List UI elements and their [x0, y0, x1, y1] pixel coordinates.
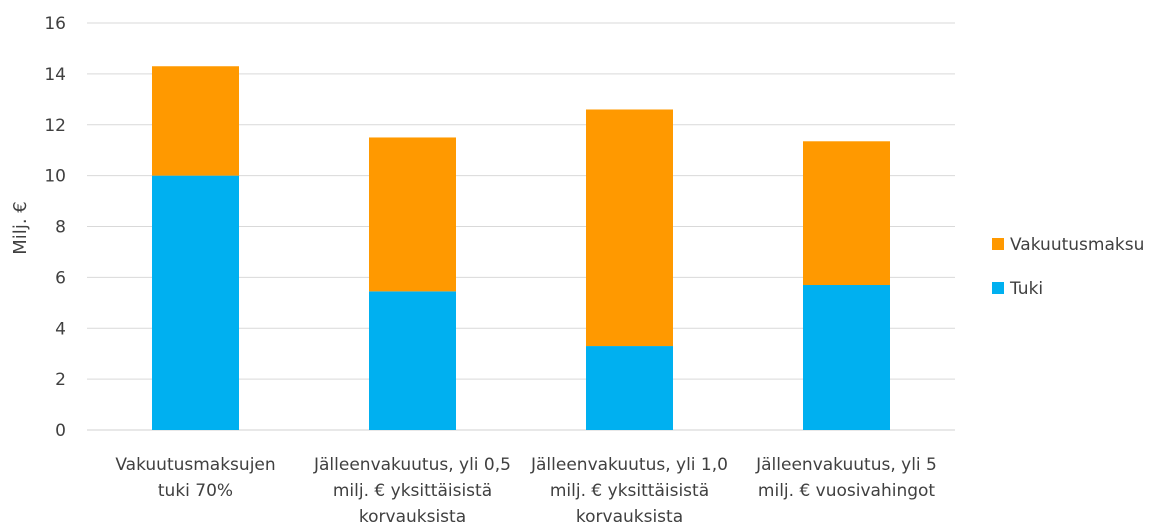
bars — [152, 66, 890, 430]
legend-label: Tuki — [1009, 279, 1043, 299]
category-labels: Vakuutusmaksujen tuki 70% Jälleenvakuutus,… — [115, 455, 937, 527]
y-tick-label: 10 — [44, 167, 66, 187]
y-tick-label: 12 — [44, 116, 66, 136]
legend-swatch — [992, 238, 1004, 250]
bar-vakuutusmaksu — [152, 66, 239, 176]
legend-item: Tuki — [992, 279, 1043, 299]
category-label: Jälleenvakuutus, yli 1,0 milj. € yksittäi… — [530, 455, 728, 526]
category-label: Vakuutusmaksujen tuki 70% — [115, 455, 275, 501]
y-tick-label: 0 — [55, 421, 66, 441]
bar-vakuutusmaksu — [586, 109, 673, 347]
legend-item: Vakuutusmaksu — [992, 235, 1144, 255]
legend: Vakuutusmaksu Tuki — [992, 235, 1144, 299]
bar-vakuutusmaksu — [369, 137, 456, 292]
y-tick-label: 6 — [55, 268, 66, 288]
bar-vakuutusmaksu — [803, 141, 890, 286]
y-tick-label: 16 — [44, 14, 66, 34]
bar-tuki — [369, 291, 456, 430]
legend-label: Vakuutusmaksu — [1010, 235, 1144, 255]
y-axis-label: Milj. € — [10, 201, 31, 254]
y-tick-label: 4 — [55, 319, 66, 339]
bar-tuki — [152, 175, 239, 430]
y-tick-label: 8 — [55, 218, 66, 238]
y-axis-ticks: 0 2 4 6 8 10 12 14 16 — [44, 14, 66, 441]
category-label: Jälleenvakuutus, yli 0,5 milj. € yksittäi… — [313, 455, 511, 526]
y-tick-label: 14 — [44, 65, 66, 85]
bar-tuki — [586, 346, 673, 430]
category-label: Jälleenvakuutus, yli 5 milj. € vuosivahin… — [755, 455, 937, 501]
y-tick-label: 2 — [55, 370, 66, 390]
bar-tuki — [803, 285, 890, 430]
legend-swatch — [992, 282, 1004, 294]
